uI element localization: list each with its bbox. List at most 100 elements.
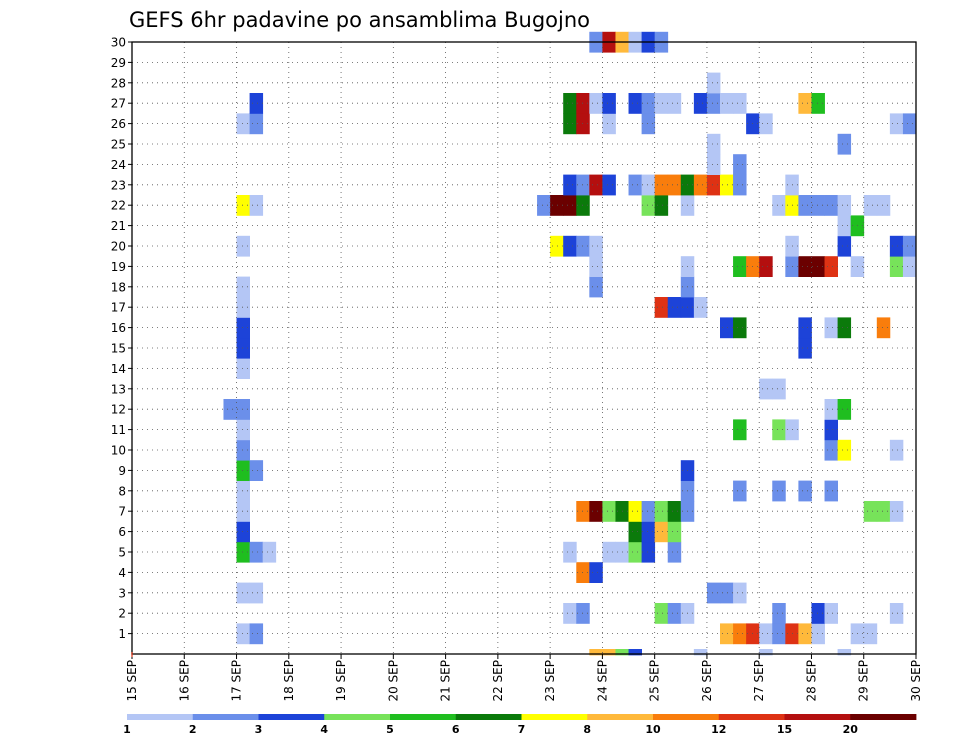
heatmap-cell [798, 480, 812, 502]
y-tick-label: 5 [118, 546, 126, 560]
heatmap-cell [236, 419, 250, 441]
heatmap-cell [641, 541, 656, 563]
heatmap-cell [772, 623, 786, 645]
legend-swatch [653, 714, 720, 720]
heatmap-cell [628, 649, 642, 656]
heatmap-cell [772, 603, 786, 624]
heatmap-cell [236, 582, 250, 604]
heatmap-cell [693, 174, 708, 196]
heatmap-cell [772, 378, 786, 400]
heatmap-cells [223, 31, 917, 656]
heatmap-cell [667, 93, 682, 114]
x-tick-label: 29 SEP [857, 660, 871, 702]
heatmap-cell [589, 562, 603, 583]
heatmap-cell [236, 521, 250, 543]
y-tick-label: 24 [111, 158, 126, 172]
legend-label: 8 [583, 723, 591, 736]
heatmap-cell [733, 623, 747, 645]
heatmap-cell [641, 113, 656, 135]
heatmap-cell [706, 133, 721, 155]
heatmap-cell [563, 195, 577, 216]
x-tick-label: 21 SEP [439, 660, 453, 702]
heatmap-cell [236, 317, 250, 339]
heatmap-cell [733, 93, 747, 114]
legend-label: 10 [645, 723, 661, 736]
heatmap-cell [236, 235, 250, 257]
heatmap-cell [889, 603, 904, 624]
heatmap-cell [837, 649, 852, 656]
y-tick-label: 19 [111, 260, 126, 274]
heatmap-cell [889, 439, 904, 461]
heatmap-cell [236, 195, 250, 216]
y-axis: 1234567891011121314151617181920212223242… [111, 36, 132, 641]
heatmap-cell [837, 235, 852, 257]
y-tick-label: 12 [111, 403, 126, 417]
x-tick-label: 19 SEP [334, 660, 348, 702]
heatmap-cell [706, 154, 721, 175]
heatmap-cell [759, 623, 773, 645]
y-tick-label: 30 [111, 36, 126, 50]
legend-swatch [784, 714, 851, 720]
legend-label: 2 [189, 723, 197, 736]
y-tick-label: 6 [118, 525, 126, 539]
heatmap-cell [693, 297, 708, 318]
x-tick-label: 16 SEP [177, 660, 191, 702]
y-tick-label: 15 [111, 342, 126, 356]
heatmap-cell [576, 235, 590, 257]
y-tick-label: 23 [111, 178, 126, 192]
heatmap-cell [236, 480, 250, 502]
heatmap-cell [236, 358, 250, 379]
heatmap-cell [837, 215, 852, 237]
y-tick-label: 21 [111, 219, 126, 233]
x-tick-label: 28 SEP [804, 660, 818, 702]
heatmap-cell [772, 419, 786, 441]
heatmap-cell [876, 317, 891, 339]
heatmap-cell [563, 174, 577, 196]
heatmap-cell [837, 439, 852, 461]
heatmap-cell [720, 317, 734, 339]
heatmap-cell [667, 603, 682, 624]
heatmap-cell [798, 195, 812, 216]
heatmap-cell [837, 399, 852, 420]
grid-lines [132, 42, 916, 654]
heatmap-cell [876, 195, 891, 216]
heatmap-cell [654, 501, 669, 522]
heatmap-cell [262, 541, 277, 563]
heatmap-cell [863, 623, 878, 645]
y-tick-label: 25 [111, 138, 126, 152]
heatmap-cell [249, 93, 264, 114]
heatmap-cell [641, 174, 656, 196]
heatmap-cell [824, 419, 838, 441]
heatmap-cell [236, 276, 250, 298]
heatmap-cell [798, 256, 812, 277]
legend-swatch [850, 714, 917, 720]
y-tick-label: 16 [111, 321, 126, 335]
legend-swatch [192, 714, 259, 720]
heatmap-cell [249, 582, 264, 604]
heatmap-cell [706, 174, 721, 196]
heatmap-cell [236, 623, 250, 645]
heatmap-cell [811, 93, 825, 114]
heatmap-cell [811, 256, 825, 277]
legend-label: 5 [386, 723, 394, 736]
heatmap-cell [602, 501, 616, 522]
heatmap-cell [863, 195, 878, 216]
heatmap-cell [733, 480, 747, 502]
heatmap-cell [837, 317, 852, 339]
heatmap-cell [602, 649, 616, 656]
heatmap-cell [249, 195, 264, 216]
x-tick-label: 25 SEP [648, 660, 662, 702]
color-legend: 1 2 3 4 5 6 7 8 10 12 15 20 [123, 714, 917, 736]
heatmap-cell [693, 649, 708, 656]
legend-label: 15 [777, 723, 792, 736]
heatmap-cell [589, 276, 603, 298]
heatmap-cell [236, 297, 250, 318]
heatmap-cell [759, 649, 773, 656]
heatmap-cell [733, 174, 747, 196]
heatmap-cell [824, 256, 838, 277]
heatmap-cell [902, 235, 917, 257]
heatmap-cell [798, 623, 812, 645]
heatmap-cell [889, 235, 904, 257]
heatmap-cell [876, 501, 891, 522]
heatmap-cell [628, 541, 642, 563]
